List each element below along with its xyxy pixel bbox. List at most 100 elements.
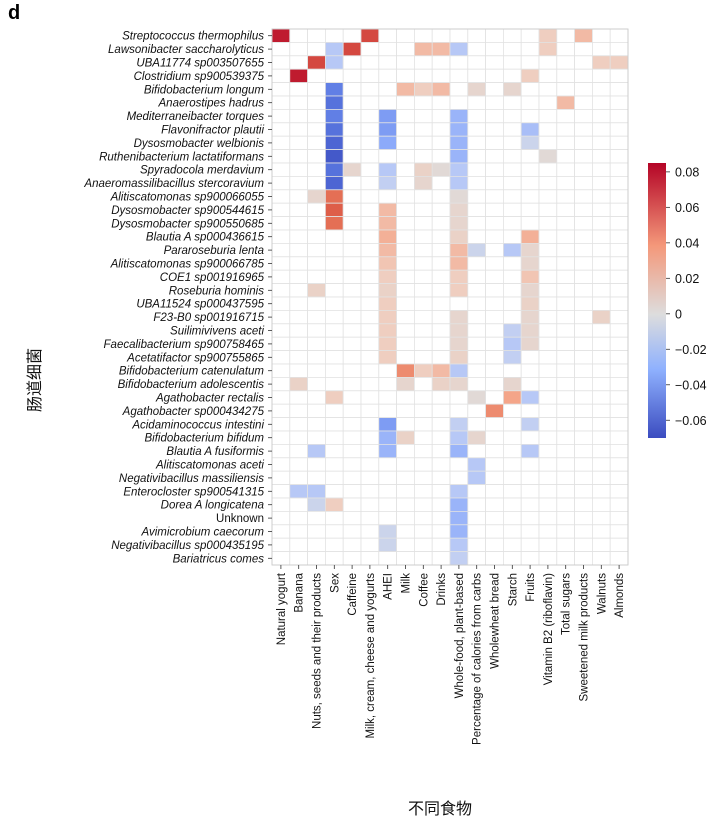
row-labels: Streptococcus thermophilusLawsonibacter … — [83, 31, 272, 565]
heatmap-cell — [520, 162, 540, 177]
heatmap-cell — [307, 524, 326, 539]
heatmap-cell — [485, 457, 504, 472]
heatmap-cell — [413, 390, 433, 405]
heatmap-cell — [592, 323, 611, 338]
heatmap-cell — [360, 28, 380, 43]
heatmap-cell — [609, 309, 629, 325]
heatmap-cell — [574, 497, 593, 512]
heatmap-cell — [271, 269, 291, 285]
row-label: Dysosmobacter sp900544615 — [111, 205, 264, 217]
heatmap-cell — [502, 95, 522, 110]
heatmap-cell — [396, 457, 415, 472]
heatmap-cell — [342, 269, 362, 285]
heatmap-cell — [609, 95, 629, 110]
heatmap-cell — [307, 510, 326, 526]
heatmap-cell — [556, 55, 575, 70]
heatmap-cell — [413, 175, 433, 191]
heatmap-cell — [520, 229, 540, 244]
heatmap-cell — [378, 256, 397, 271]
heatmap-cell — [360, 162, 380, 177]
heatmap-cell — [307, 336, 326, 352]
heatmap-cell — [538, 363, 558, 378]
heatmap-cell — [538, 510, 558, 526]
heatmap-cell — [556, 510, 575, 526]
heatmap-cell — [271, 390, 291, 405]
heatmap-cell — [413, 443, 433, 459]
heatmap-cell — [520, 417, 540, 432]
heatmap-cell — [324, 350, 344, 365]
column-label: Fruits — [525, 573, 537, 602]
heatmap-cell — [502, 403, 522, 419]
heatmap-cell — [556, 68, 575, 83]
heatmap-cell — [449, 256, 469, 271]
heatmap-cell — [502, 82, 522, 97]
heatmap-cell — [574, 109, 593, 124]
colorbar-tick-label: 0.08 — [675, 165, 699, 179]
heatmap-cell — [520, 28, 540, 43]
heatmap-cell — [289, 497, 308, 512]
heatmap-cell — [467, 363, 486, 378]
heatmap-cell — [520, 149, 540, 164]
heatmap-cell — [485, 309, 504, 325]
heatmap-cell — [289, 551, 308, 566]
heatmap-cell — [485, 296, 504, 311]
heatmap-cell — [431, 551, 451, 566]
heatmap-cell — [485, 122, 504, 137]
heatmap-cell — [360, 350, 380, 365]
heatmap-cell — [289, 202, 308, 217]
heatmap-cell — [485, 42, 504, 57]
heatmap-cell — [574, 175, 593, 191]
heatmap-cell — [467, 256, 486, 271]
heatmap-cell — [609, 551, 629, 566]
heatmap-cell — [556, 229, 575, 244]
heatmap-cell — [520, 443, 540, 459]
heatmap-cell — [431, 283, 451, 298]
colorbar: 0.08 0.06 0.04 0.02 0 −0.02 −0.04 −0.06 — [648, 163, 707, 438]
heatmap-cell — [413, 256, 433, 271]
heatmap-cell — [520, 430, 540, 445]
heatmap-cell — [431, 497, 451, 512]
heatmap-cell — [378, 28, 397, 43]
heatmap-cell — [502, 537, 522, 553]
heatmap-cell — [574, 457, 593, 472]
heatmap-cell — [467, 122, 486, 137]
heatmap-cell — [431, 376, 451, 392]
heatmap-cell — [431, 350, 451, 365]
heatmap-cell — [307, 216, 326, 231]
heatmap-cell — [396, 323, 415, 338]
heatmap-cell — [431, 363, 451, 378]
row-label: Alitiscatomonas sp900066785 — [110, 259, 265, 271]
heatmap-cell — [574, 283, 593, 298]
heatmap-cell — [502, 510, 522, 526]
heatmap-cell — [449, 309, 469, 325]
heatmap-cell — [360, 296, 380, 311]
heatmap-cell — [592, 309, 611, 325]
heatmap-cell — [360, 484, 380, 499]
heatmap-cell — [431, 242, 451, 258]
heatmap-cell — [307, 189, 326, 204]
heatmap-cell — [592, 497, 611, 512]
heatmap-cell — [485, 537, 504, 553]
heatmap-cell — [307, 296, 326, 311]
heatmap-cell — [396, 296, 415, 311]
heatmap-cell — [378, 149, 397, 164]
heatmap-cell — [574, 68, 593, 83]
heatmap-cell — [289, 323, 308, 338]
heatmap-cell — [289, 68, 308, 83]
heatmap-cell — [431, 390, 451, 405]
heatmap-cell — [289, 457, 308, 472]
heatmap-cell — [271, 42, 291, 57]
heatmap-cell — [449, 135, 469, 150]
panel-label: d — [8, 2, 21, 24]
heatmap-cell — [502, 484, 522, 499]
heatmap-cell — [502, 443, 522, 459]
heatmap-cell — [449, 229, 469, 244]
column-label: Sweetened milk products — [579, 573, 591, 702]
heatmap-cell — [592, 376, 611, 392]
heatmap-cell — [378, 537, 397, 553]
heatmap-cell — [360, 537, 380, 553]
row-label: Blautia A sp000436615 — [146, 232, 265, 244]
heatmap-cell — [467, 376, 486, 392]
heatmap-cell — [538, 551, 558, 566]
heatmap-cell — [431, 537, 451, 553]
